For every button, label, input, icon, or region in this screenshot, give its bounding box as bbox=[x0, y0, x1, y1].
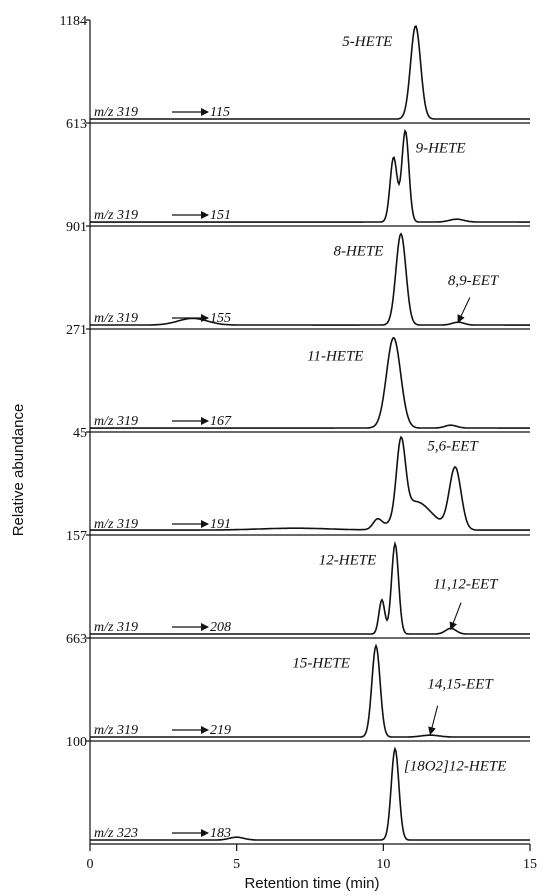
panel-7: 663 m/z 319 219 15-HETE 14,15-EET bbox=[66, 632, 530, 742]
panel-ymax-label: 271 bbox=[66, 323, 87, 338]
panel-ymax-label: 613 bbox=[66, 117, 87, 132]
transition-from-text: m/z 319 bbox=[94, 517, 138, 532]
transition-from-text: m/z 319 bbox=[94, 414, 138, 429]
transition-from-text: m/z 323 bbox=[94, 826, 138, 841]
transition-to-text: 167 bbox=[210, 414, 232, 429]
x-axis-label: Retention time (min) bbox=[244, 875, 379, 892]
panel-ymax-label: 1184 bbox=[60, 14, 87, 29]
panel-ymax-label: 901 bbox=[66, 220, 87, 235]
y-axis-label: Relative abundance bbox=[10, 404, 27, 537]
x-tick-label: 15 bbox=[523, 857, 537, 872]
peak-label: 11-HETE bbox=[307, 349, 363, 365]
transition-label: m/z 319 219 bbox=[94, 723, 231, 738]
panel-ymax-label: 157 bbox=[66, 529, 87, 544]
peak-label: 11,12-EET bbox=[433, 576, 499, 592]
transition-from-text: m/z 319 bbox=[94, 723, 138, 738]
peak-label: 5-HETE bbox=[342, 34, 392, 50]
transition-from-text: m/z 319 bbox=[94, 105, 138, 120]
peak-label: 8-HETE bbox=[333, 244, 383, 260]
panel-3: 901 m/z 319 155 8-HETE 8,9-EET bbox=[66, 220, 530, 330]
transition-to-text: 208 bbox=[210, 620, 231, 635]
transition-to-text: 155 bbox=[210, 311, 231, 326]
peak-label: 12-HETE bbox=[319, 553, 377, 569]
panel-2: 613 m/z 319 151 9-HETE bbox=[66, 117, 530, 227]
peak-label: 15-HETE bbox=[292, 656, 350, 672]
peak-pointer-arrow bbox=[457, 297, 471, 324]
peak-label: 5,6-EET bbox=[427, 438, 479, 454]
panel-ymax-label: 100 bbox=[66, 735, 87, 750]
chromatogram-trace bbox=[90, 435, 530, 531]
chromatogram-trace bbox=[90, 337, 530, 429]
peak-label: 8,9-EET bbox=[448, 273, 500, 289]
chromatogram-trace bbox=[90, 25, 530, 120]
transition-from-text: m/z 319 bbox=[94, 620, 138, 635]
x-axis: 0 5 10 15 bbox=[87, 844, 537, 872]
transition-label: m/z 319 191 bbox=[94, 517, 231, 532]
panel-ymax-label: 663 bbox=[66, 632, 87, 647]
transition-label: m/z 319 167 bbox=[94, 414, 232, 429]
peak-label: [18O2]12-HETE bbox=[404, 759, 507, 775]
transition-label: m/z 319 208 bbox=[94, 620, 231, 635]
panel-5: 45 m/z 319 191 5,6-EET bbox=[73, 426, 530, 536]
transition-to-text: 183 bbox=[210, 826, 231, 841]
chromatogram-trace bbox=[90, 128, 530, 223]
panel-6: 157 m/z 319 208 12-HETE 11,12-EET bbox=[66, 529, 530, 639]
chromatogram-trace bbox=[90, 643, 530, 738]
peak-label: 14,15-EET bbox=[427, 677, 494, 693]
panel-ymax-label: 45 bbox=[73, 426, 87, 441]
transition-from-text: m/z 319 bbox=[94, 208, 138, 223]
transition-label: m/z 319 155 bbox=[94, 311, 231, 326]
panel-8: 100 m/z 323 183 [18O2]12-HETE bbox=[66, 735, 530, 845]
transition-label: m/z 319 151 bbox=[94, 208, 231, 223]
peak-label: 9-HETE bbox=[416, 141, 466, 157]
panel-1: 1184 m/z 319 115 5-HETE bbox=[60, 14, 530, 124]
x-tick-label: 5 bbox=[233, 857, 240, 872]
transition-to-text: 115 bbox=[210, 105, 230, 120]
panel-4: 271 m/z 319 167 11-HETE bbox=[66, 323, 530, 433]
x-tick-label: 10 bbox=[376, 857, 390, 872]
transition-from-text: m/z 319 bbox=[94, 311, 138, 326]
chromatogram-trace bbox=[90, 540, 530, 635]
transition-to-text: 219 bbox=[210, 723, 231, 738]
transition-to-text: 151 bbox=[210, 208, 231, 223]
chromatogram-trace bbox=[90, 746, 530, 841]
x-tick-label: 0 bbox=[87, 857, 94, 872]
chromatogram-trace bbox=[90, 232, 530, 326]
peak-pointer-arrow bbox=[428, 705, 439, 736]
peak-pointer-arrow bbox=[449, 602, 462, 631]
chromatogram-panels: 1184 m/z 319 115 5-HETE 613 m/z 319 151 9-HETE 9… bbox=[60, 14, 530, 845]
transition-to-text: 191 bbox=[210, 517, 231, 532]
transition-label: m/z 323 183 bbox=[94, 826, 231, 841]
transition-label: m/z 319 115 bbox=[94, 105, 230, 120]
